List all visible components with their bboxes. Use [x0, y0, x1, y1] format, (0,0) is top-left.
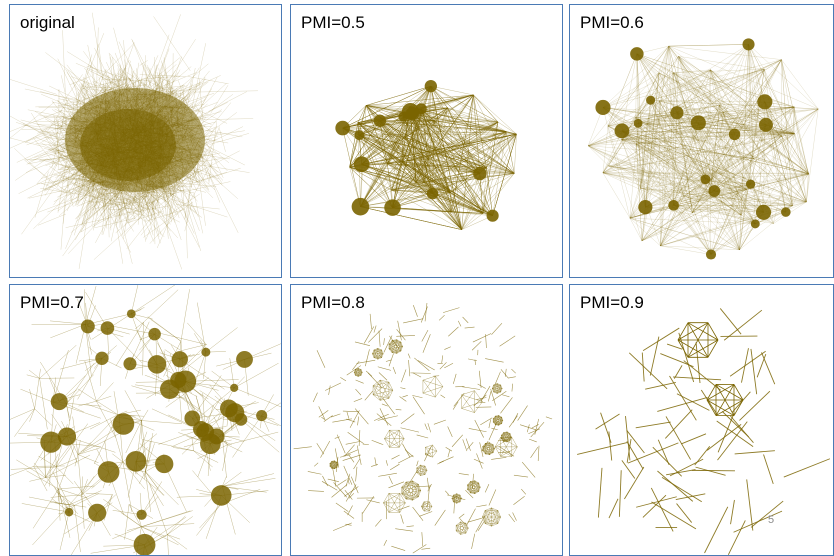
panel-pmi-0-5: PMI=0.5 [290, 4, 563, 278]
panel-pmi-0-8: PMI=0.8 [290, 284, 563, 556]
panel-original: original [9, 4, 282, 278]
network-graph-pmi-0-5 [335, 79, 517, 230]
panel-pmi-0-7: PMI=0.7 [9, 284, 282, 556]
network-graph-pmi-0-6 [587, 38, 819, 260]
network-graph-pmi-0-8 [293, 302, 553, 554]
panel-label-pmi-0-6: PMI=0.6 [580, 13, 644, 32]
panel-label-pmi-0-5: PMI=0.5 [301, 13, 365, 32]
page-number: 5 [768, 514, 775, 526]
panel-pmi-0-6: PMI=0.6 [569, 4, 834, 278]
panel-label-pmi-0-7: PMI=0.7 [20, 293, 84, 312]
panel-label-pmi-0-8: PMI=0.8 [301, 293, 365, 312]
panel-label-pmi-0-9: PMI=0.9 [580, 293, 644, 312]
panel-label-original: original [20, 13, 75, 32]
network-graph-pmi-0-7 [10, 285, 281, 555]
panel-pmi-0-9: PMI=0.9 [569, 284, 834, 556]
network-graph-pmi-0-9 [577, 308, 831, 555]
network-graph-original [10, 12, 258, 270]
